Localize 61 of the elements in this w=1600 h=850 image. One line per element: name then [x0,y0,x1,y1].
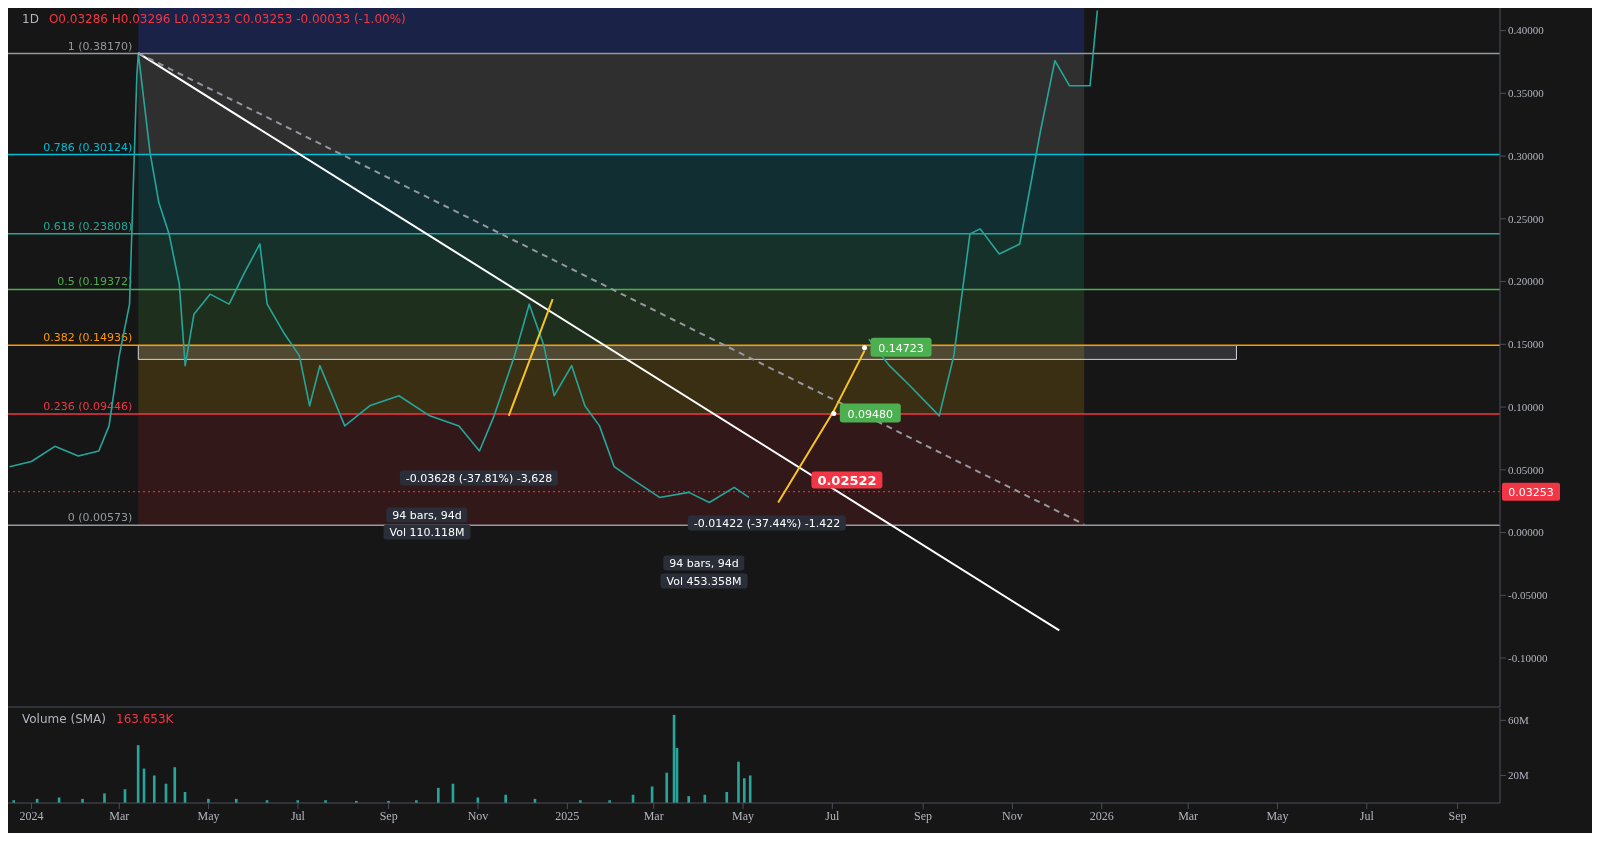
ref-line-label: 0.03253 [1508,485,1554,499]
x-tick-label: Sep [914,808,933,823]
ref-line-label: 0 (0.00573) [67,511,133,525]
y-tick-label: 0.05000 [1508,463,1545,476]
x-tick-label: Mar [109,808,130,823]
bar [437,787,440,803]
x-tick-label: Sep [379,808,398,823]
ref-line-label: 0.786 (0.30124) [43,140,133,154]
x-tick-label: May [1266,808,1289,823]
y-tick-label: 0.40000 [1508,24,1545,37]
chart-subtitle: O0.03286 H0.03296 L0.03233 C0.03253 -0.00033 (-1.00%) [48,12,406,26]
y-tick-label: 0.35000 [1508,87,1545,100]
ref-line-label: 0.382 (0.14936) [43,331,133,345]
annotation: -0.01422 (-37.44%) -1.422 [687,515,847,531]
ref-line-label: 1 (0.38170) [67,39,133,53]
bar [103,793,106,803]
x-tick-label: Nov [467,808,489,823]
bar [687,796,691,803]
annotation: 0.09480 [847,407,894,421]
annotation: 163.653K [116,712,174,726]
x-tick-label: 2024 [19,808,44,823]
y-tick-label: -0.05000 [1508,589,1548,602]
bar [748,775,752,803]
y-tick-label: 0.10000 [1508,400,1545,413]
bar [504,794,507,803]
bar [152,775,156,803]
annotation: 94 bars, 94d [663,555,745,571]
x-tick-label: 2026 [1089,808,1114,823]
y-tick-label: 0.25000 [1508,212,1545,225]
y-tick-label: 0.00000 [1508,526,1545,539]
bar [725,791,729,803]
x-tick-label: Nov [1002,808,1023,823]
annotation: 0.14723 [878,341,924,355]
y-tick-label: 0.30000 [1508,149,1545,162]
x-tick-label: May [732,808,755,823]
x-tick-label: Mar [643,808,664,823]
y-tick-label: -0.10000 [1508,651,1548,664]
x-tick-label: May [197,808,220,823]
x-tick-label: Mar [1178,808,1199,823]
chart-title: Volume (SMA) [22,712,106,726]
annotation: Vol 453.358M [660,573,748,589]
y-tick-label: 0.15000 [1508,338,1545,351]
y-tick-label: 20M [1508,769,1529,782]
bar [743,778,746,803]
annotation: 94 bars, 94d [386,507,468,523]
x-tick-label: Jul [290,808,306,823]
annotation: -0.03628 (-37.81%) -3,628 [399,470,559,486]
x-tick-label: 2025 [555,808,580,823]
ref-line-label: 0.236 (0.09446) [43,400,133,414]
chart-title: 1D [22,12,39,26]
x-tick-label: Jul [825,808,840,823]
x-tick-label: Sep [1448,808,1467,823]
y-tick-label: 0.20000 [1508,275,1545,288]
bar [173,767,177,803]
annotation: 0.02522 [811,471,883,489]
x-tick-label: Jul [1359,808,1375,823]
bar [737,761,740,803]
annotation: Vol 110.118M [383,524,471,540]
bar [665,772,669,803]
y-tick-label: 60M [1508,714,1529,727]
bar [703,794,707,803]
